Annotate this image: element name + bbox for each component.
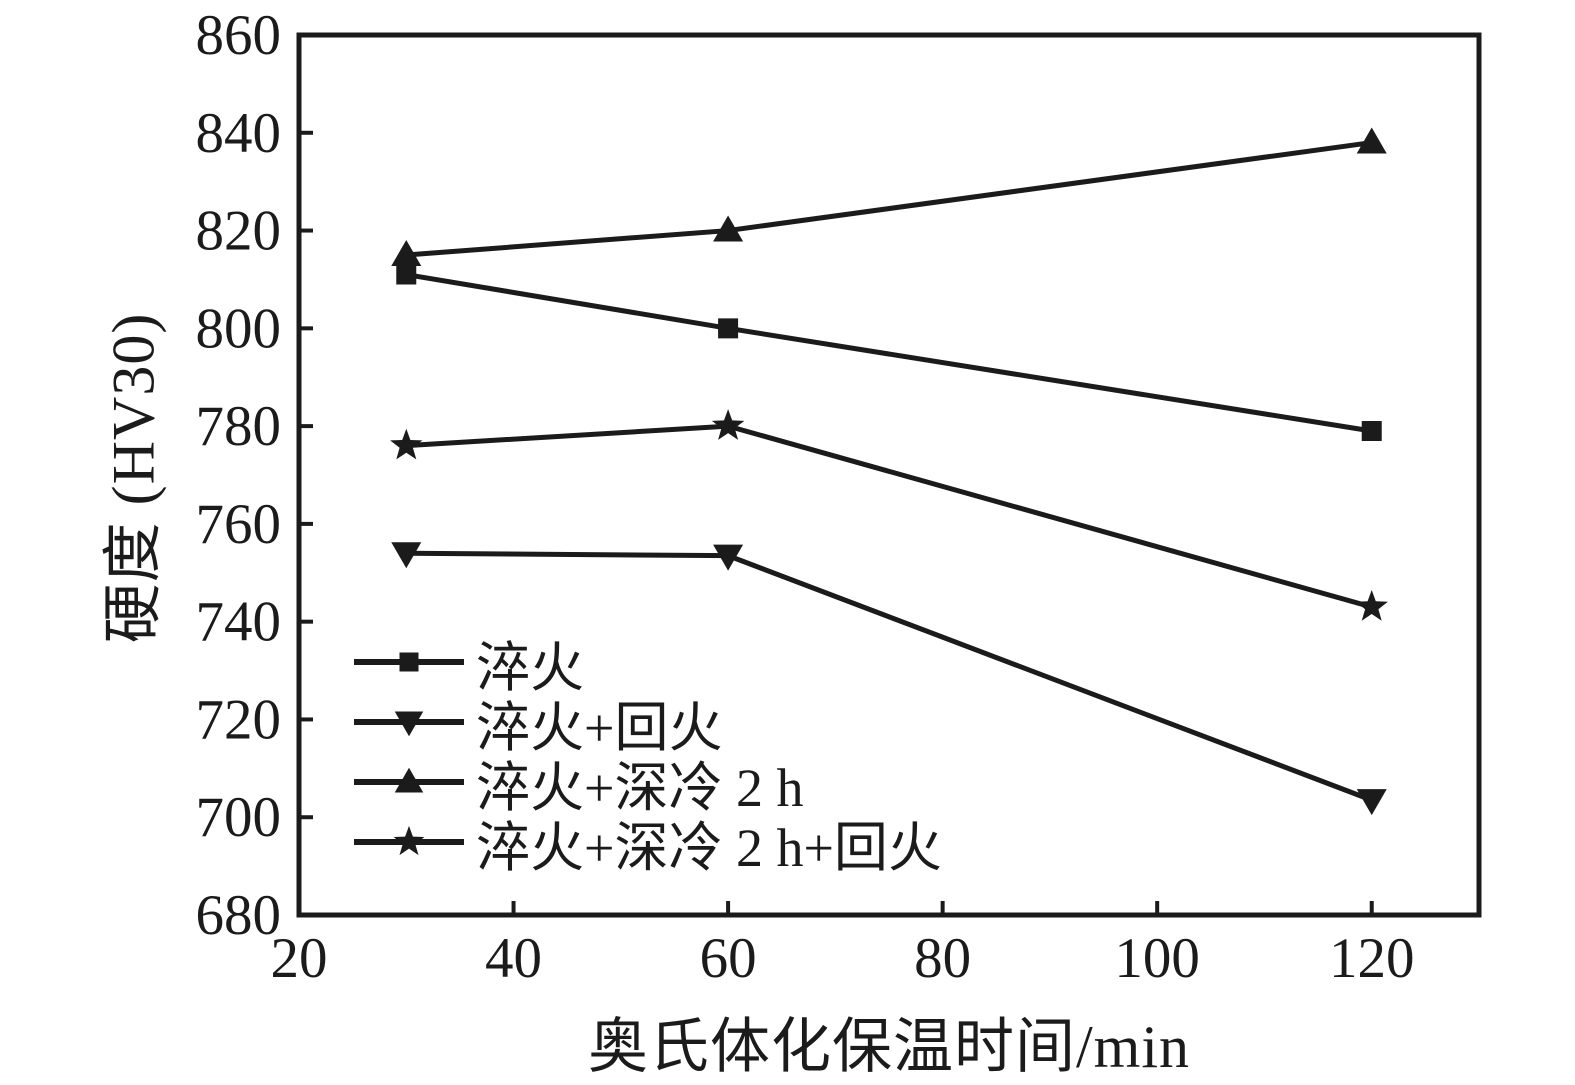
series-marker-square-icon — [1361, 421, 1382, 441]
series-marker-square-icon — [396, 264, 417, 285]
y-tick-label: 820 — [196, 200, 282, 263]
y-tick-label: 740 — [196, 591, 282, 654]
series-marker-triangle-down-icon — [713, 544, 744, 571]
y-tick-label: 840 — [196, 102, 282, 165]
series-marker-triangle-down-icon — [1356, 789, 1387, 816]
legend-label: 淬火+深冷 2 h — [476, 757, 804, 818]
legend-marker-star-icon — [354, 825, 464, 856]
legend-item: 淬火+深冷 2 h — [350, 752, 942, 818]
y-tick-label: 760 — [196, 493, 282, 556]
x-tick-label: 100 — [1114, 927, 1200, 990]
series-marker-star-icon — [390, 428, 423, 460]
series-marker-square-icon — [718, 318, 739, 339]
x-tick-label: 80 — [914, 927, 971, 990]
legend-marker-shape — [393, 825, 425, 856]
x-tick-label: 20 — [271, 927, 328, 990]
y-tick-label: 700 — [196, 786, 282, 849]
legend-marker-shape — [394, 711, 424, 737]
x-axis-title: 奥氏体化保温时间/min — [587, 1014, 1190, 1080]
x-tick-label: 40 — [485, 927, 542, 990]
x-tick-label: 120 — [1329, 927, 1415, 990]
legend-marker-triangle-up-icon — [354, 767, 464, 793]
plot-border — [296, 32, 1482, 918]
y-tick-label: 680 — [196, 884, 282, 947]
series-marker-triangle-up-icon — [391, 240, 422, 266]
legend-item: 淬火+深冷 2 h+回火 — [350, 812, 942, 878]
series-marker-star-icon — [1355, 590, 1388, 621]
legend-marker-shape — [394, 767, 424, 793]
legend: 淬火 淬火+回火 淬火+深冷 2 h 淬火+深冷 2 h+回火 — [350, 632, 942, 878]
legend-item: 淬火 — [350, 632, 942, 698]
legend-label: 淬火+深冷 2 h+回火 — [476, 817, 942, 878]
series-marker-triangle-down-icon — [391, 542, 422, 569]
legend-marker-triangle-down-icon — [354, 711, 464, 737]
y-axis-title: 硬度 (HV30) — [100, 312, 167, 644]
series-marker-triangle-up-icon — [1356, 127, 1387, 154]
y-tick-label: 800 — [196, 297, 282, 360]
x-tick-label: 60 — [700, 927, 757, 990]
series-line — [403, 272, 1375, 434]
y-tick-label: 720 — [196, 688, 282, 751]
legend-marker-square-icon — [354, 652, 464, 672]
series-marker-star-icon — [711, 409, 745, 440]
series-line — [403, 140, 1375, 258]
legend-marker-shape — [399, 652, 419, 672]
legend-label: 淬火+回火 — [476, 697, 723, 758]
legend-item: 淬火+回火 — [350, 692, 942, 758]
legend-label: 淬火 — [476, 637, 584, 698]
series-marker-triangle-up-icon — [713, 215, 744, 242]
y-tick-label: 860 — [196, 4, 282, 67]
series-line — [403, 423, 1375, 610]
y-tick-label: 780 — [196, 395, 282, 458]
